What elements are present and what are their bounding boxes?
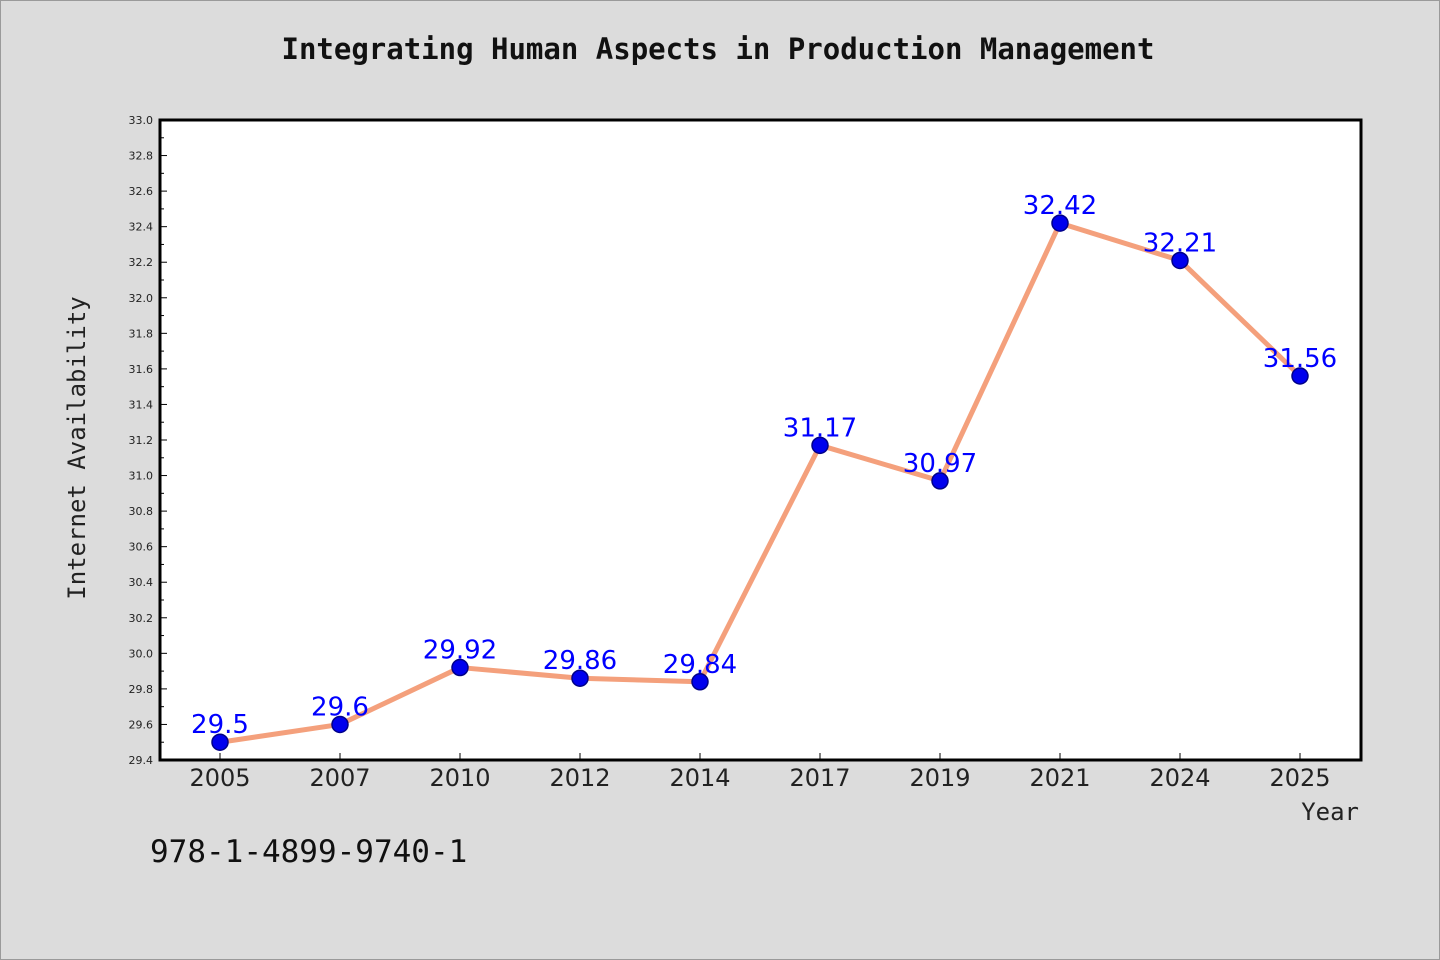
data-label: 29.92 bbox=[423, 636, 497, 666]
data-markers bbox=[211, 214, 1309, 751]
x-tick-label: 2010 bbox=[429, 764, 490, 792]
data-point bbox=[1171, 251, 1189, 270]
data-point bbox=[931, 472, 949, 490]
data-point bbox=[211, 733, 229, 751]
y-tick-label: 30.4 bbox=[129, 576, 154, 589]
x-tick-label: 2012 bbox=[549, 764, 610, 792]
y-tick-label: 31.0 bbox=[129, 470, 154, 483]
y-tick-label: 29.6 bbox=[129, 718, 154, 731]
x-tick-label: 2005 bbox=[189, 764, 250, 792]
y-tick-label: 32.8 bbox=[129, 150, 154, 163]
y-tick-label: 29.4 bbox=[129, 754, 154, 767]
y-tick-label: 30.0 bbox=[129, 647, 154, 660]
data-label: 29.6 bbox=[311, 692, 369, 722]
data-point bbox=[691, 673, 709, 691]
data-label: 29.84 bbox=[663, 650, 737, 680]
y-axis-label: Internet Availability bbox=[63, 296, 91, 599]
data-point bbox=[1051, 214, 1069, 232]
series-line bbox=[217, 220, 1303, 745]
data-point bbox=[451, 658, 469, 677]
plot-area bbox=[160, 120, 1361, 760]
y-tick-label: 31.4 bbox=[129, 398, 154, 411]
isbn-text: 978-1-4899-9740-1 bbox=[150, 834, 468, 870]
x-axis-label: Year bbox=[1301, 798, 1359, 826]
x-axis: 2005 2007 2010 2012 2014 2017 2019 2021 2024 2025 bbox=[189, 753, 1331, 792]
data-point bbox=[571, 669, 589, 687]
plot-border bbox=[158, 118, 1363, 762]
y-tick-label: 30.6 bbox=[129, 541, 154, 554]
x-tick-label: 2007 bbox=[309, 764, 370, 792]
data-label: 30.97 bbox=[903, 449, 977, 479]
data-point bbox=[811, 436, 829, 455]
data-point bbox=[331, 715, 349, 734]
x-tick-label: 2019 bbox=[909, 764, 970, 792]
x-tick-label: 2021 bbox=[1029, 764, 1090, 792]
x-tick-label: 2025 bbox=[1269, 764, 1330, 792]
y-tick-label: 32.0 bbox=[129, 292, 154, 305]
data-label: 32.42 bbox=[1023, 191, 1097, 221]
x-tick-label: 2014 bbox=[669, 764, 730, 792]
data-label: 31.56 bbox=[1263, 344, 1337, 374]
data-point bbox=[1291, 367, 1309, 385]
y-tick-label: 32.6 bbox=[129, 185, 154, 198]
y-tick-label: 31.6 bbox=[129, 363, 154, 376]
y-tick-label: 31.8 bbox=[129, 327, 154, 340]
data-label: 29.86 bbox=[543, 646, 617, 676]
y-tick-label: 32.2 bbox=[129, 256, 154, 269]
data-label: 29.5 bbox=[191, 710, 249, 740]
y-tick-label: 29.8 bbox=[129, 683, 154, 696]
y-tick-label: 30.2 bbox=[129, 612, 154, 625]
data-label: 32.21 bbox=[1143, 228, 1217, 258]
y-tick-label: 30.8 bbox=[129, 505, 154, 518]
x-tick-label: 2024 bbox=[1149, 764, 1210, 792]
y-tick-label: 33.0 bbox=[129, 114, 154, 127]
y-tick-label: 32.4 bbox=[129, 221, 154, 234]
y-tick-label: 31.2 bbox=[129, 434, 154, 447]
x-tick-label: 2017 bbox=[789, 764, 850, 792]
data-labels: 29.5 29.6 29.92 29.86 29.84 31.17 30.97 32.42 32… bbox=[191, 191, 1337, 740]
data-label: 31.17 bbox=[783, 413, 857, 443]
chart-title: Integrating Human Aspects in Production … bbox=[281, 32, 1155, 66]
